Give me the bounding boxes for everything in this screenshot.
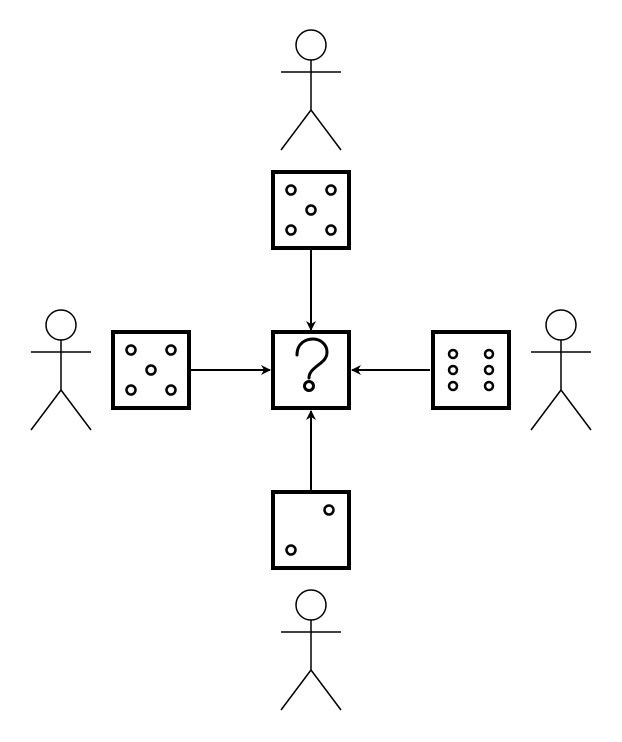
pip [483,364,495,376]
pip [145,364,157,376]
pip [285,224,297,236]
pip [165,384,177,396]
die-right [431,330,511,410]
die-center-unknown [271,330,351,410]
pip [285,184,297,196]
pip [285,544,297,556]
actor-left [30,309,92,431]
die-left-pips [125,344,177,396]
pip [165,344,177,356]
die-right-pips [447,348,495,392]
pip [125,384,137,396]
pip [325,184,337,196]
pip [483,380,495,392]
pip [305,204,317,216]
actor-top [280,29,342,151]
die-bottom-pips [285,504,335,556]
pip [325,224,337,236]
arrows [190,250,430,491]
pip [447,348,459,360]
pip [447,364,459,376]
pip [323,504,335,516]
die-top [271,170,351,250]
die-top-pips [285,184,337,236]
pip [483,348,495,360]
actor-bottom [280,589,342,711]
actor-right [530,309,592,431]
pip [447,380,459,392]
pip [125,344,137,356]
die-left [111,330,191,410]
question-mark-icon [295,337,329,392]
die-bottom [271,490,351,570]
